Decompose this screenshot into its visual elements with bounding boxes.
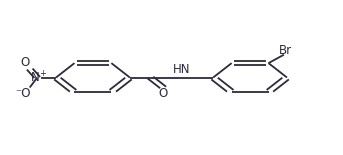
Text: N: N — [31, 71, 40, 84]
Text: Br: Br — [279, 44, 292, 57]
Text: HN: HN — [173, 63, 190, 76]
Text: +: + — [39, 69, 46, 78]
Text: O: O — [158, 87, 168, 100]
Text: ⁻O: ⁻O — [15, 87, 31, 100]
Text: O: O — [20, 56, 29, 69]
